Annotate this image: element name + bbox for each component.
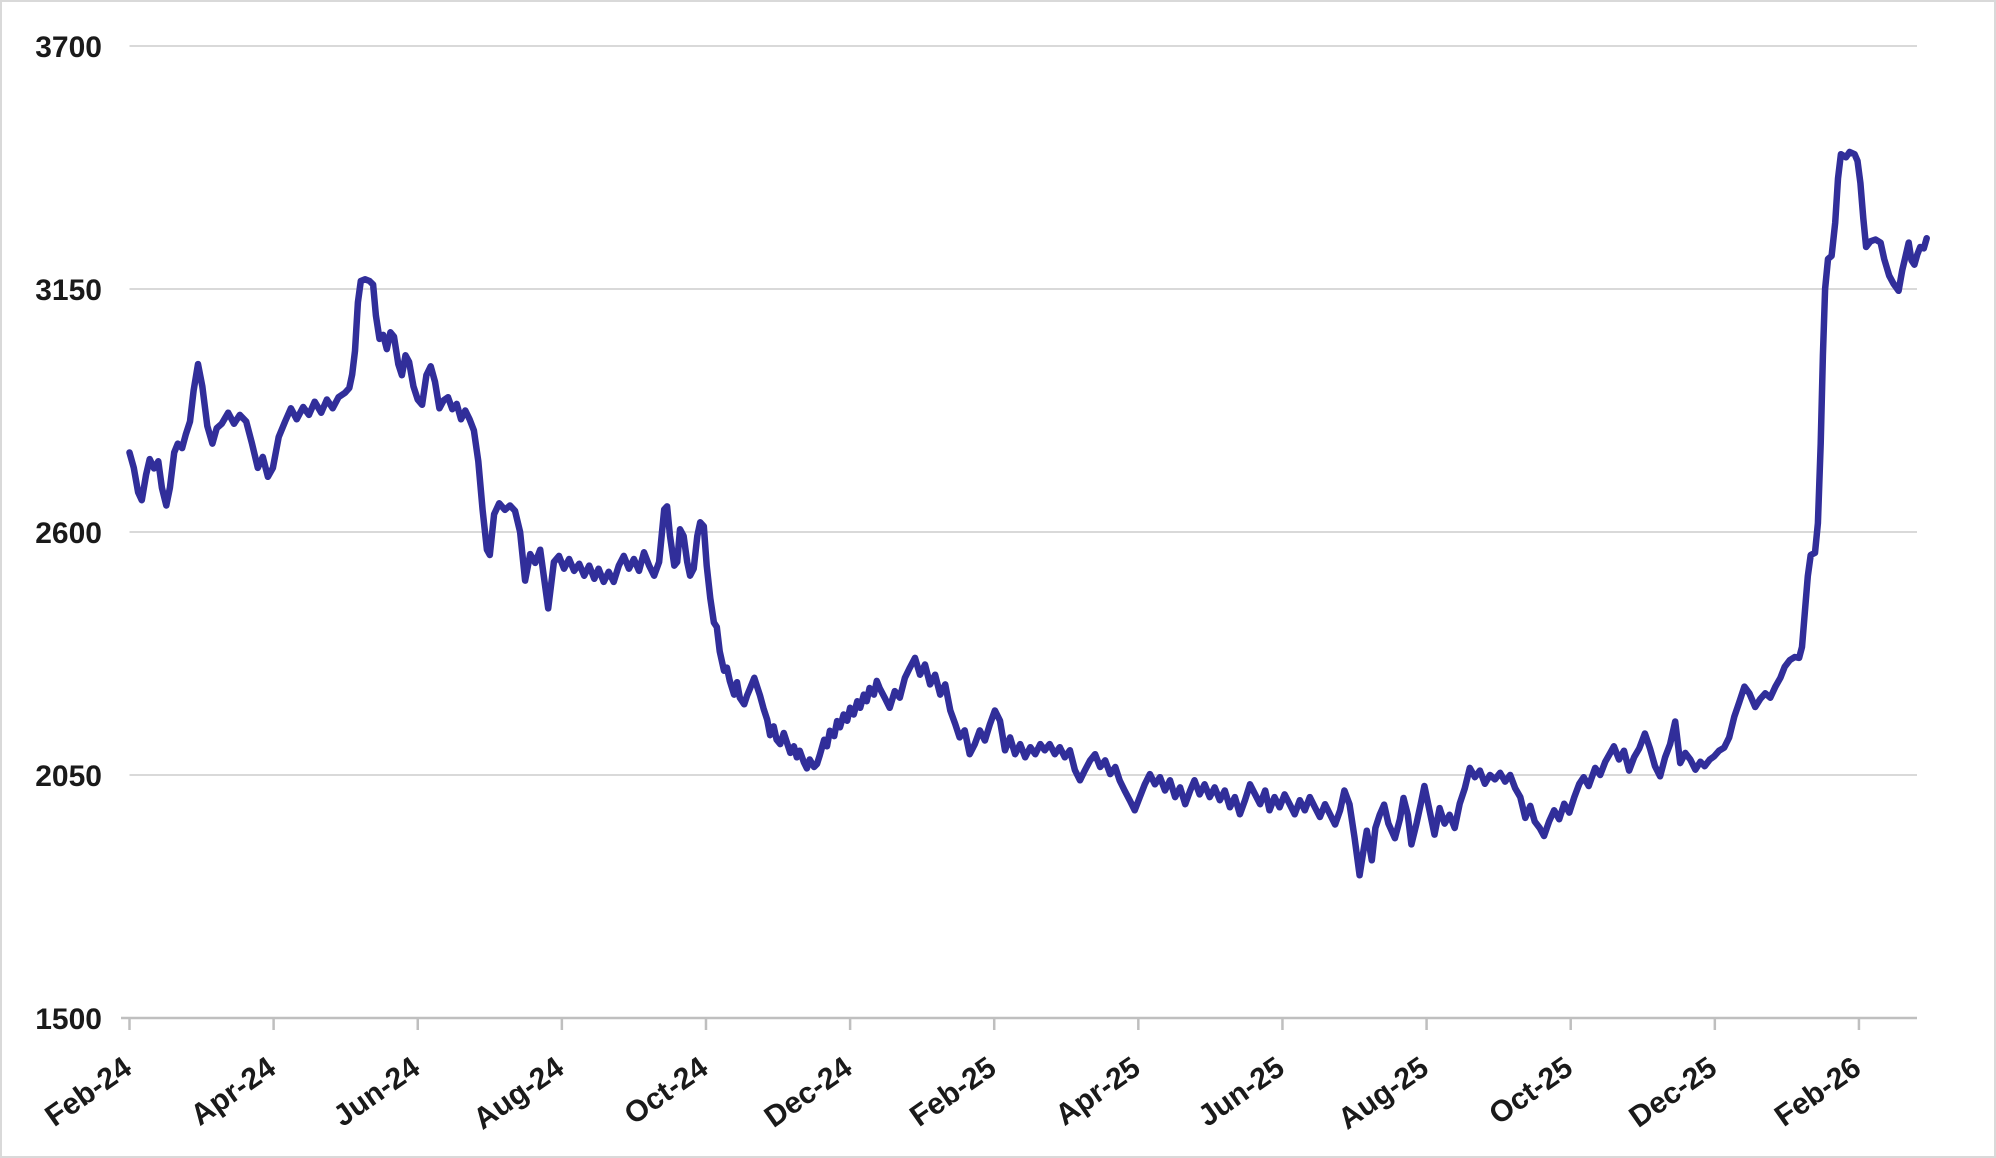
x-axis-label: Apr-24 <box>185 1051 282 1133</box>
y-axis-label: 3700 <box>35 31 102 64</box>
x-axis-label: Apr-25 <box>1050 1051 1147 1133</box>
x-axis-label: Dec-24 <box>759 1051 859 1135</box>
x-axis-label: Aug-24 <box>468 1051 570 1137</box>
x-axis-label: Aug-25 <box>1332 1051 1434 1136</box>
x-axis-label: Feb-25 <box>904 1051 1002 1133</box>
x-axis-label: Oct-24 <box>619 1051 715 1132</box>
x-axis-label: Feb-26 <box>1769 1051 1867 1133</box>
y-axis-label: 1500 <box>35 1003 102 1036</box>
price-series-line <box>126 148 1930 879</box>
x-axis-label: Oct-25 <box>1483 1051 1578 1132</box>
x-axis-label: Dec-25 <box>1623 1051 1723 1134</box>
y-axis-label: 2050 <box>35 760 102 793</box>
y-axis-label: 2600 <box>35 517 102 550</box>
x-axis-label: Jun-25 <box>1192 1051 1290 1133</box>
y-axis-label: 3150 <box>35 274 102 307</box>
x-axis-label: Jun-24 <box>328 1051 426 1134</box>
x-axis-label: Feb-24 <box>39 1051 137 1134</box>
